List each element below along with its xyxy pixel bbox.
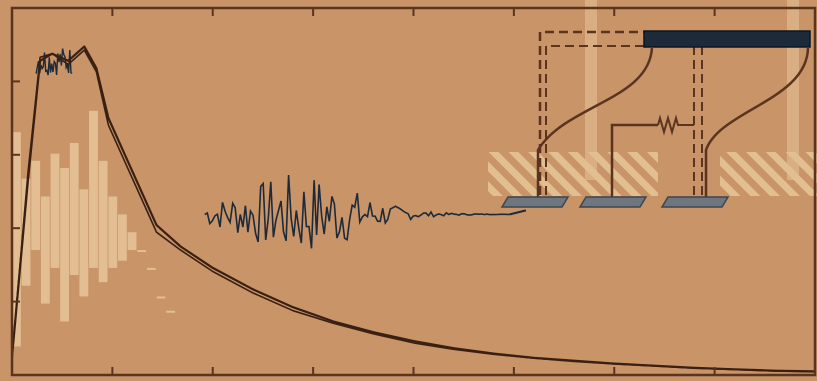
histogram-bar xyxy=(12,132,21,347)
histogram-bar xyxy=(146,267,156,270)
electrode-schematic xyxy=(500,30,811,208)
histogram-bar xyxy=(31,160,41,251)
plateau-noise xyxy=(35,48,73,76)
histogram-bar xyxy=(156,296,166,299)
top-electrode-bar xyxy=(643,30,811,48)
electrode-plate-1 xyxy=(500,196,570,208)
dashed-enclosure-left xyxy=(538,30,648,195)
electrode-plate-3 xyxy=(660,196,730,208)
histogram-bar xyxy=(89,110,98,268)
right-wire xyxy=(704,46,810,200)
histogram-bar xyxy=(40,196,50,304)
electrode-plate-2 xyxy=(578,196,648,208)
axis-ticks xyxy=(12,8,716,375)
decay-curve-2 xyxy=(11,49,816,373)
decay-curves xyxy=(10,45,816,373)
histogram-bars xyxy=(12,110,176,347)
noise-trace xyxy=(35,48,527,249)
left-wire xyxy=(536,46,654,200)
histogram-bar xyxy=(117,214,127,261)
histogram-bar xyxy=(79,189,89,297)
histogram-bar xyxy=(50,153,60,268)
histogram-bar xyxy=(108,196,118,268)
histogram-bar xyxy=(127,232,137,251)
histogram-bar xyxy=(98,160,108,283)
histogram-bar xyxy=(69,142,79,276)
ground-hatch-right xyxy=(720,152,817,196)
resistor xyxy=(657,114,694,136)
middle-wire xyxy=(610,123,658,200)
dashed-enclosure-inner xyxy=(545,45,648,195)
ground-hatch-left xyxy=(488,152,658,196)
histogram-bar xyxy=(21,178,31,286)
noise-tail xyxy=(509,209,527,216)
histogram-bar xyxy=(166,310,176,313)
histogram-bar xyxy=(137,250,147,253)
histogram-bar xyxy=(60,167,70,322)
noise-line xyxy=(204,174,510,249)
